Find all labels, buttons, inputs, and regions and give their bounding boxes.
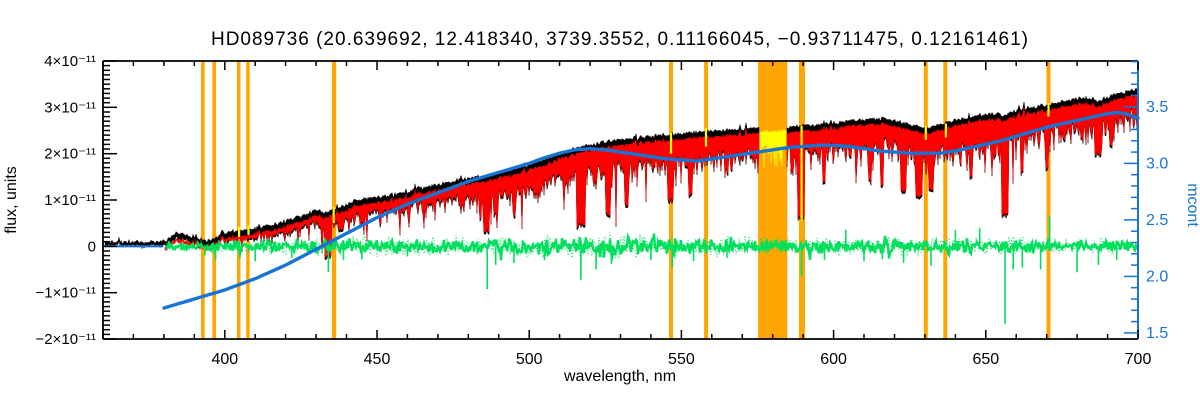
x-tick-label: 550: [668, 351, 695, 368]
mask-band: [212, 61, 216, 339]
residual-trace: [164, 232, 1139, 261]
template-spectrum-trace: [786, 92, 1139, 219]
x-tick-label: 650: [972, 351, 999, 368]
chart-title: HD089736 (20.639692, 12.418340, 3739.355…: [211, 29, 1029, 50]
mask-band: [704, 61, 709, 339]
continuum-curve: [162, 110, 1140, 310]
y-right-tick-label: 2.5: [1146, 212, 1168, 229]
y-left-axis-label: flux, units: [3, 166, 20, 234]
y-left-tick-label: 1×10⁻¹¹: [44, 192, 96, 209]
y-right-tick-label: 1.5: [1146, 325, 1168, 342]
mask-band: [237, 61, 241, 339]
mask-band: [201, 61, 205, 339]
x-tick-label: 700: [1125, 351, 1152, 368]
x-tick-label: 600: [820, 351, 847, 368]
mask-band: [758, 61, 788, 339]
x-axis-label: wavelength, nm: [563, 368, 676, 385]
x-tick-label: 500: [516, 351, 543, 368]
y-right-tick-label: 3.0: [1146, 155, 1168, 172]
y-left-tick-label: 3×10⁻¹¹: [44, 99, 96, 116]
x-tick-label: 450: [364, 351, 391, 368]
y-right-axis-label: mcont: [1184, 183, 1200, 227]
mask-band: [331, 61, 337, 339]
mask-band: [943, 61, 948, 339]
y-right-tick-label: 2.0: [1146, 268, 1168, 285]
mask-band: [923, 61, 928, 339]
mask-band: [246, 61, 250, 339]
mask-band: [1046, 61, 1051, 339]
y-left-tick-label: 0: [88, 238, 96, 255]
axes-layer: 400 450 500 550 600 650 700 −2×10⁻¹¹ −1×10⁻¹¹ 0 1×…: [36, 53, 1169, 368]
y-left-tick-label: 4×10⁻¹¹: [44, 53, 96, 70]
y-right-tick-label: 3.5: [1146, 99, 1168, 116]
y-left-tick-label: −1×10⁻¹¹: [36, 285, 96, 302]
masked-points-layer: [238, 102, 1050, 238]
template-spectrum-trace: [164, 127, 760, 258]
x-tick-label: 400: [211, 351, 238, 368]
residual-layer: [164, 216, 1139, 325]
y-left-tick-label: 2×10⁻¹¹: [44, 146, 96, 163]
y-left-tick-label: −2×10⁻¹¹: [36, 331, 96, 348]
